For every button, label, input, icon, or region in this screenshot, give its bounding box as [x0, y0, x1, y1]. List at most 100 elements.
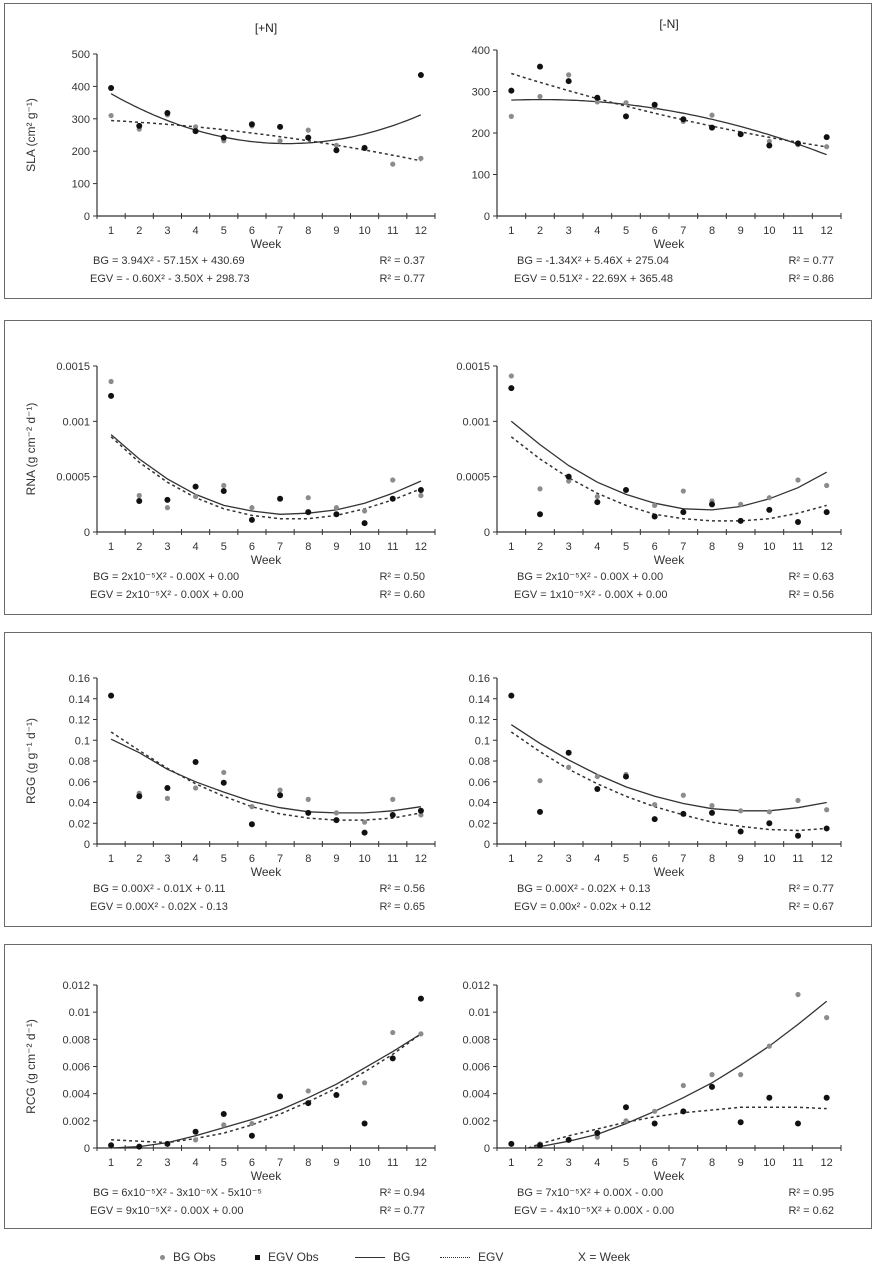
rgg-minusN-chart: 00.020.040.060.080.10.120.140.161 2 3 4 5 6 7 8…: [469, 673, 842, 913]
egv-obs-point: [361, 829, 368, 836]
x-tick-label: 6: [249, 1157, 255, 1169]
x-tick-label: 6: [249, 853, 255, 865]
egv-obs-point: [737, 828, 744, 835]
bg-obs-point: [221, 769, 227, 776]
x-tick-label: 10: [358, 225, 370, 237]
bg-r2: R² = 0.63: [788, 571, 834, 583]
egv-obs-point: [680, 1108, 687, 1115]
y-tick-label: 0: [484, 527, 490, 539]
x-tick-label: 5: [623, 853, 629, 865]
egv-fit-line: [510, 436, 827, 522]
egv-obs-point: [680, 810, 687, 817]
x-tick-label: 7: [277, 541, 283, 553]
egv-obs-point: [389, 1055, 396, 1062]
egv-obs-point: [565, 1136, 572, 1143]
bg-obs-point: [333, 810, 340, 816]
bg-fit-line: [111, 1033, 422, 1149]
x-tick-label: 9: [738, 225, 744, 237]
legend-x-note: X = Week: [578, 1250, 630, 1264]
bg-obs-point: [537, 778, 543, 784]
egv-obs-point: [361, 1120, 368, 1127]
y-tick-label: 0.14: [69, 694, 90, 706]
chart-title: [+N]: [255, 21, 277, 35]
bg-obs-point: [277, 787, 283, 793]
egv-obs-point: [164, 496, 171, 503]
legend-x-note-label: X = Week: [578, 1250, 631, 1264]
bg-obs-point: [305, 796, 311, 802]
y-tick-label: 400: [72, 81, 90, 93]
x-tick-label: 2: [136, 1157, 142, 1169]
bg-obs-point: [537, 93, 543, 100]
x-tick-label: 9: [333, 541, 339, 553]
x-tick-label: 8: [709, 1157, 715, 1169]
egv-obs-point: [795, 519, 801, 526]
bg-obs-point: [738, 1072, 744, 1078]
bg-obs-point: [192, 124, 199, 130]
egv-obs-point: [737, 131, 744, 138]
x-tick-label: 4: [594, 1157, 600, 1169]
x-tick-label: 10: [763, 225, 775, 237]
y-tick-label: 0.01: [469, 1007, 490, 1019]
egv-obs-point: [537, 808, 543, 815]
egv-equation: EGV = 2x10⁻⁵X² - 0.00X + 0.00: [90, 589, 243, 601]
bg-obs-point: [508, 113, 514, 119]
egv-obs-point: [537, 63, 543, 70]
egv-obs-point: [248, 516, 255, 523]
y-axis-label: RGG (g g⁻¹ d⁻¹): [24, 718, 38, 804]
egv-r2: R² = 0.56: [788, 589, 834, 601]
bg-r2: R² = 0.94: [379, 1187, 425, 1199]
bg-obs-point: [652, 801, 658, 808]
x-tick-label: 4: [594, 541, 600, 553]
y-axis-label: RNA (g cm⁻² d⁻¹): [24, 403, 38, 496]
y-tick-label: 0.12: [69, 715, 90, 727]
egv-obs-point: [305, 809, 312, 816]
x-tick-label: 8: [709, 853, 715, 865]
egv-obs-point: [594, 499, 601, 506]
y-tick-label: 0.0005: [456, 472, 490, 484]
y-tick-label: 0.16: [469, 673, 490, 685]
bg-obs-point: [249, 505, 255, 511]
legend-bg-fit-label: BG: [393, 1250, 411, 1264]
egv-obs-point: [508, 1140, 515, 1147]
y-tick-label: 0.14: [469, 694, 490, 706]
egv-obs-point: [594, 1130, 601, 1137]
egv-obs-point: [709, 809, 715, 816]
legend-egv-obs: EGV Obs: [255, 1250, 319, 1264]
egv-obs-point: [766, 820, 773, 827]
egv-obs-point: [108, 392, 115, 399]
egv-obs-point: [594, 94, 601, 101]
bg-r2: R² = 0.95: [788, 1187, 834, 1199]
bg-obs-point: [709, 803, 715, 809]
egv-obs-point: [709, 501, 715, 508]
bg-obs-point: [652, 502, 658, 509]
x-tick-label: 2: [537, 225, 543, 237]
x-tick-label: 6: [652, 541, 658, 553]
x-axis-label: Week: [251, 865, 282, 879]
egv-obs-point: [361, 520, 368, 527]
x-tick-label: 9: [738, 853, 744, 865]
x-tick-label: 8: [709, 541, 715, 553]
egv-obs-point: [277, 792, 284, 799]
bg-obs-point: [305, 495, 311, 501]
x-tick-label: 3: [164, 225, 170, 237]
egv-obs-point: [108, 692, 115, 699]
x-tick-label: 2: [136, 853, 142, 865]
x-tick-label: 1: [108, 853, 114, 865]
bg-obs-point: [390, 1029, 396, 1036]
egv-obs-point: [220, 779, 227, 786]
egv-r2: R² = 0.77: [379, 273, 425, 285]
x-tick-label: 10: [358, 541, 370, 553]
bg-obs-point: [594, 493, 600, 500]
egv-obs-point: [389, 811, 396, 818]
legend-egv-fit: EGV: [440, 1250, 503, 1264]
y-tick-label: 0.04: [469, 798, 490, 810]
egv-obs-point: [565, 749, 572, 756]
x-axis-label: Week: [251, 237, 282, 251]
y-axis-label: SLA (cm² g⁻¹): [24, 98, 38, 172]
bg-obs-point: [221, 482, 227, 489]
x-tick-label: 12: [821, 541, 833, 553]
egv-obs-point: [823, 509, 830, 516]
